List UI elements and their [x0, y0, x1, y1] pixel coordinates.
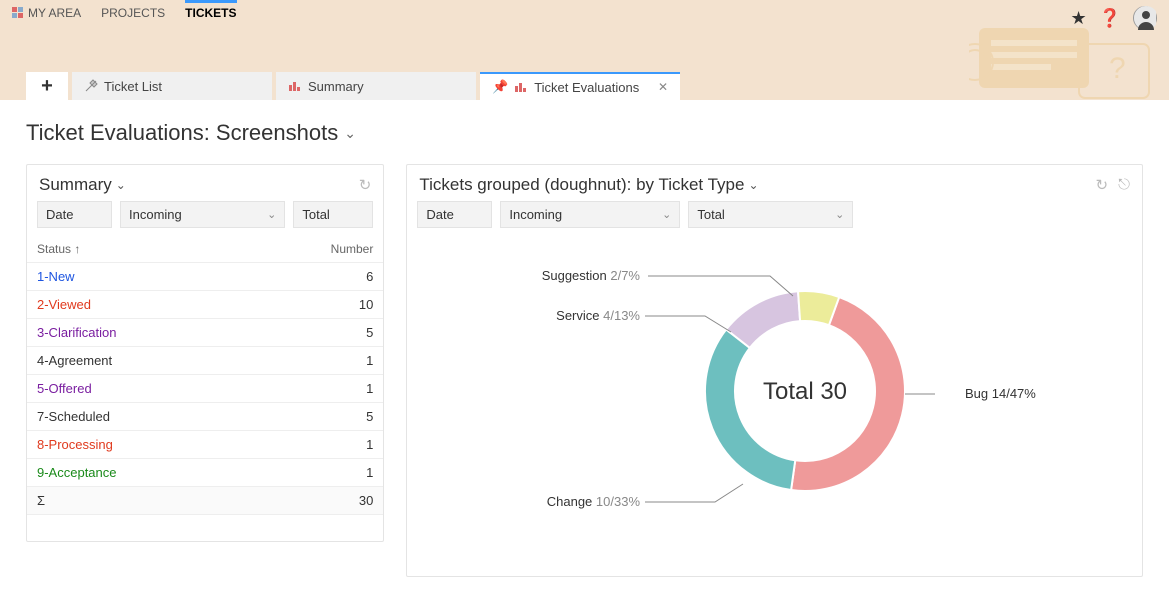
tab-ticket-list[interactable]: Ticket List [72, 72, 272, 100]
slice-label-change: Change 10/33% [546, 494, 640, 509]
tab-summary[interactable]: Summary [276, 72, 476, 100]
close-icon[interactable]: ✕ [658, 80, 668, 94]
donut-panel-title-text: Tickets grouped (doughnut): by Ticket Ty… [419, 175, 744, 195]
tab-ticket-evaluations-label: Ticket Evaluations [534, 80, 639, 95]
slice-label-service: Service 4/13% [556, 308, 640, 323]
filter-total-label: Total [697, 207, 724, 222]
chevron-down-icon: ⌄ [267, 208, 276, 221]
nav-my-area[interactable]: MY AREA [12, 6, 81, 20]
nav-my-area-label: MY AREA [28, 6, 81, 20]
status-cell: 1-New [27, 263, 246, 291]
tab-summary-label: Summary [308, 79, 364, 94]
donut-filter-row: Date Incoming ⌄ Total ⌄ [407, 201, 1142, 236]
tab-row: + Ticket List Summary 📌 Ticket Evaluatio… [26, 72, 680, 100]
summary-table: Status ↑ Number 1-New62-Viewed103-Clarif… [27, 236, 383, 541]
table-row[interactable]: 4-Agreement1 [27, 347, 383, 375]
top-banner: MY AREA PROJECTS TICKETS ★ ❓ ? + Ticket … [0, 0, 1169, 100]
table-row[interactable]: 5-Offered1 [27, 375, 383, 403]
refresh-icon[interactable]: ↻ [359, 176, 372, 194]
filter-date-label: Date [46, 207, 73, 222]
page: Ticket Evaluations: Screenshots ⌄ Summar… [0, 100, 1169, 597]
table-row[interactable]: 1-New6 [27, 263, 383, 291]
leader-line [648, 276, 793, 296]
pin-icon[interactable]: 📌 [492, 79, 508, 95]
chevron-down-icon: ⌄ [662, 208, 671, 221]
col-number[interactable]: Number [246, 236, 384, 263]
page-title-text: Ticket Evaluations: Screenshots [26, 120, 338, 146]
donut-center-label: Total 30 [763, 378, 847, 405]
status-cell: 8-Processing [27, 431, 246, 459]
filter-incoming-label: Incoming [129, 207, 182, 222]
tab-ticket-evaluations[interactable]: 📌 Ticket Evaluations ✕ [480, 72, 680, 100]
table-row[interactable]: 3-Clarification5 [27, 319, 383, 347]
page-title[interactable]: Ticket Evaluations: Screenshots ⌄ [26, 120, 1143, 146]
status-cell: 4-Agreement [27, 347, 246, 375]
summary-panel-title-text: Summary [39, 175, 112, 195]
my-area-icon [12, 7, 24, 19]
tab-ticket-list-label: Ticket List [104, 79, 162, 94]
filter-date-label: Date [426, 207, 453, 222]
summary-filter-incoming[interactable]: Incoming ⌄ [120, 201, 285, 228]
number-cell: 1 [246, 459, 384, 487]
donut-filter-incoming[interactable]: Incoming ⌄ [500, 201, 680, 228]
status-cell: 3-Clarification [27, 319, 246, 347]
sum-symbol: Σ [27, 487, 246, 515]
refresh-icon[interactable]: ↻ [1096, 176, 1109, 194]
summary-filter-date[interactable]: Date [37, 201, 112, 228]
sum-value: 30 [246, 487, 384, 515]
nav-tickets[interactable]: TICKETS [185, 0, 236, 20]
chevron-down-icon: ⌄ [116, 178, 126, 192]
add-tab-button[interactable]: + [26, 72, 68, 100]
donut-panel: Tickets grouped (doughnut): by Ticket Ty… [406, 164, 1143, 577]
col-status-label: Status [37, 242, 71, 256]
table-row[interactable]: 7-Scheduled5 [27, 403, 383, 431]
status-cell: 9-Acceptance [27, 459, 246, 487]
slice-label-bug: Bug 14/47% [965, 386, 1036, 401]
number-cell: 5 [246, 319, 384, 347]
chart-icon [288, 80, 302, 92]
filter-total-label: Total [302, 207, 329, 222]
svg-text:?: ? [1109, 52, 1126, 85]
nav-projects[interactable]: PROJECTS [101, 6, 165, 20]
summary-filter-row: Date Incoming ⌄ Total [27, 201, 383, 236]
banner-art-icon: ? [969, 20, 1159, 110]
donut-panel-title[interactable]: Tickets grouped (doughnut): by Ticket Ty… [419, 175, 758, 195]
summary-panel: Summary ⌄ ↻ Date Incoming ⌄ Total [26, 164, 384, 542]
chevron-down-icon: ⌄ [835, 208, 844, 221]
filter-incoming-label: Incoming [509, 207, 562, 222]
chevron-down-icon: ⌄ [344, 125, 356, 142]
donut-svg: Bug 14/47% Change 10/33% Service 4/13% Sugg… [425, 246, 1125, 546]
number-cell: 1 [246, 375, 384, 403]
donut-filter-total[interactable]: Total ⌄ [688, 201, 853, 228]
donut-slice-change[interactable] [705, 329, 795, 490]
table-row[interactable]: 8-Processing1 [27, 431, 383, 459]
status-cell: 2-Viewed [27, 291, 246, 319]
donut-filter-date[interactable]: Date [417, 201, 492, 228]
chart-icon [514, 81, 528, 93]
number-cell: 1 [246, 431, 384, 459]
donut-chart: Bug 14/47% Change 10/33% Service 4/13% Sugg… [407, 236, 1142, 576]
table-row[interactable]: 9-Acceptance1 [27, 459, 383, 487]
leader-line [645, 316, 731, 332]
number-cell: 5 [246, 403, 384, 431]
summary-panel-title[interactable]: Summary ⌄ [39, 175, 126, 195]
chevron-down-icon: ⌄ [748, 178, 758, 192]
leader-line [645, 484, 743, 502]
sort-asc-icon: ↑ [74, 242, 80, 256]
number-cell: 10 [246, 291, 384, 319]
slice-label-suggestion: Suggestion 2/7% [541, 268, 640, 283]
number-cell: 6 [246, 263, 384, 291]
summary-filter-total[interactable]: Total [293, 201, 373, 228]
status-cell: 5-Offered [27, 375, 246, 403]
tools-icon [84, 79, 98, 93]
export-icon[interactable]: ⎋ [1118, 176, 1130, 194]
number-cell: 1 [246, 347, 384, 375]
col-status[interactable]: Status ↑ [27, 236, 246, 263]
table-row[interactable]: 2-Viewed10 [27, 291, 383, 319]
status-cell: 7-Scheduled [27, 403, 246, 431]
